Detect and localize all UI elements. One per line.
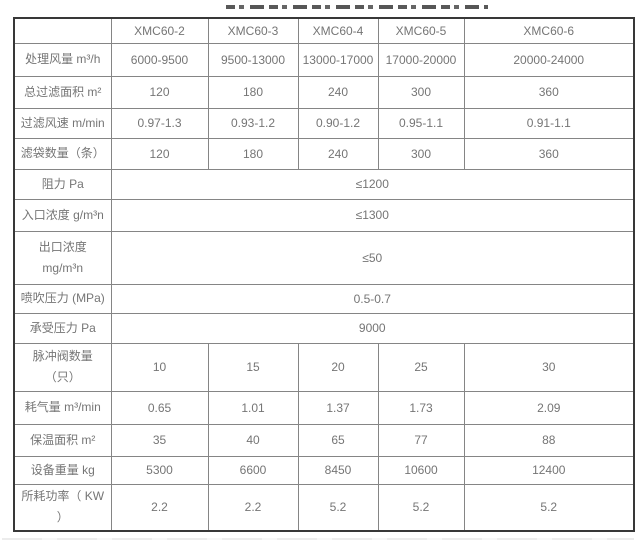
cell: 5.2 [297,483,379,532]
table-row-filter-area: 总过滤面积 m² 120 180 240 300 360 [13,75,635,109]
cell: 2.2 [207,483,299,532]
cell: 10 [110,342,209,392]
cell: 360 [463,137,635,170]
row-label: 过滤风速 m/min [13,107,112,139]
row-label: 脉冲阀数量 （只） [13,342,112,392]
cell: 0.97-1.3 [110,107,209,139]
cell: 65 [297,423,379,457]
table-row-air-consumption: 耗气量 m³/min 0.65 1.01 1.37 1.73 2.09 [13,390,635,425]
cell: 30 [463,342,635,392]
spec-table: XMC60-2 XMC60-3 XMC60-4 XMC60-5 XMC60-6 … [13,17,635,532]
table-row-bearing-pressure: 承受压力 Pa 9000 [13,312,635,344]
col-header-xmc60-4: XMC60-4 [297,17,379,44]
cell: 180 [207,75,299,109]
table-row-pulse-pressure: 喷吹压力 (MPa) 0.5-0.7 [13,283,635,314]
cell: 1.73 [377,390,465,425]
cell: 300 [377,75,465,109]
row-label: 耗气量 m³/min [13,390,112,425]
cell: 35 [110,423,209,457]
cell: 6000-9500 [110,42,209,77]
header-row: XMC60-2 XMC60-3 XMC60-4 XMC60-5 XMC60-6 [13,17,635,44]
cell: 0.91-1.1 [463,107,635,139]
clipped-title-fragment [226,5,488,9]
row-label: 承受压力 Pa [13,312,112,344]
cell: 9500-13000 [207,42,299,77]
cell: 17000-20000 [377,42,465,77]
cell: 0.90-1.2 [297,107,379,139]
table-row-resistance: 阻力 Pa ≤1200 [13,168,635,200]
cell: 120 [110,137,209,170]
cell: 10600 [377,455,465,485]
table-row-insulation-area: 保温面积 m² 35 40 65 77 88 [13,423,635,457]
cell: 0.65 [110,390,209,425]
table-row-inlet-concentration: 入口浓度 g/m³n ≤1300 [13,198,635,232]
span-cell: ≤50 [110,230,635,285]
cell: 25 [377,342,465,392]
row-label: 总过滤面积 m² [13,75,112,109]
cell: 8450 [297,455,379,485]
row-label: 出口浓度 mg/m³n [13,230,112,285]
span-cell: ≤1300 [110,198,635,232]
row-label: 设备重量 kg [13,455,112,485]
col-header-xmc60-5: XMC60-5 [377,17,465,44]
cell: 0.93-1.2 [207,107,299,139]
cell: 360 [463,75,635,109]
row-label: 入口浓度 g/m³n [13,198,112,232]
cell: 40 [207,423,299,457]
col-header-xmc60-2: XMC60-2 [110,17,209,44]
cell: 5.2 [463,483,635,532]
cell: 300 [377,137,465,170]
cell: 240 [297,137,379,170]
span-cell: ≤1200 [110,168,635,200]
span-cell: 9000 [110,312,635,344]
cell: 12400 [463,455,635,485]
cell: 5.2 [377,483,465,532]
table-row-equipment-weight: 设备重量 kg 5300 6600 8450 10600 12400 [13,455,635,485]
cell: 180 [207,137,299,170]
cell: 15 [207,342,299,392]
row-label: 滤袋数量（条） [13,137,112,170]
row-label: 保温面积 m² [13,423,112,457]
row-label: 处理风量 m³/h [13,42,112,77]
row-label: 喷吹压力 (MPa) [13,283,112,314]
table-row-filter-velocity: 过滤风速 m/min 0.97-1.3 0.93-1.2 0.90-1.2 0.… [13,107,635,139]
cell: 6600 [207,455,299,485]
cell: 120 [110,75,209,109]
cell: 88 [463,423,635,457]
table-row-pulse-valve-count: 脉冲阀数量 （只） 10 15 20 25 30 [13,342,635,392]
row-label: 阻力 Pa [13,168,112,200]
cell: 5300 [110,455,209,485]
cell: 1.01 [207,390,299,425]
corner-cell [13,17,112,44]
cell: 2.09 [463,390,635,425]
col-header-xmc60-6: XMC60-6 [463,17,635,44]
col-header-xmc60-3: XMC60-3 [207,17,299,44]
span-cell: 0.5-0.7 [110,283,635,314]
bottom-divider [2,538,634,540]
cell: 20 [297,342,379,392]
cell: 2.2 [110,483,209,532]
cell: 240 [297,75,379,109]
table-row-airflow: 处理风量 m³/h 6000-9500 9500-13000 13000-170… [13,42,635,77]
table-row-bag-count: 滤袋数量（条） 120 180 240 300 360 [13,137,635,170]
cell: 1.37 [297,390,379,425]
cell: 20000-24000 [463,42,635,77]
table-row-outlet-concentration: 出口浓度 mg/m³n ≤50 [13,230,635,285]
row-label: 所耗功率（ KW ） [13,483,112,532]
table-row-power-consumption: 所耗功率（ KW ） 2.2 2.2 5.2 5.2 5.2 [13,483,635,532]
cell: 0.95-1.1 [377,107,465,139]
cell: 13000-17000 [297,42,379,77]
cell: 77 [377,423,465,457]
